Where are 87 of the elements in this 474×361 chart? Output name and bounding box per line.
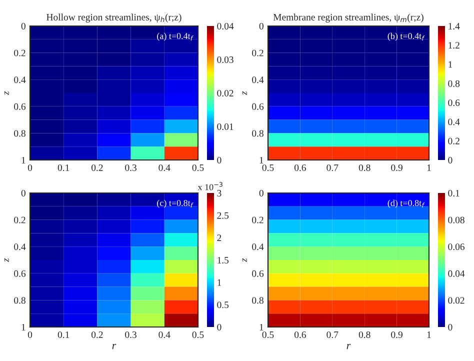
y-tick-label: 1 (260, 156, 264, 164)
color-bar-label: 0.02 (217, 90, 234, 97)
x-tick-label: 0.9 (391, 164, 402, 172)
annotation: (d) t=0.8t$_{f}$ (388, 200, 425, 208)
y-tick-label: 0.4 (14, 244, 26, 250)
color-bar-label: 0.5 (217, 302, 229, 308)
color-bar-label: 0.6 (448, 99, 460, 106)
x-tick-label: 0.1 (58, 164, 70, 172)
y-axis-title: z (4, 91, 9, 95)
x-tick-label: 0.2 (91, 331, 103, 338)
color-bar-label: 0.1 (448, 190, 460, 197)
y-axis-title: z (4, 258, 9, 262)
y-tick-label: 0.4 (14, 76, 26, 84)
x-tick-label: 0.5 (192, 164, 204, 172)
color-bar-label: 0.04 (448, 270, 465, 277)
y-tick-label: 0.6 (252, 103, 264, 110)
color-bar-label: 0.8 (448, 80, 460, 87)
x-tick-label: 0.8 (358, 164, 370, 172)
annotation: (a) t=0.4t$_{f}$ (157, 32, 194, 41)
y-tick-label: 1 (22, 156, 26, 164)
x-tick-label: 1 (427, 164, 431, 171)
color-bar-label: 0.4 (448, 118, 460, 126)
y-tick-label: 0.8 (252, 297, 264, 304)
y-tick-label: 0.8 (14, 130, 26, 137)
x-tick-label: 0.6 (294, 331, 306, 338)
x-tick-label: 0.5 (262, 331, 274, 338)
x-tick-label: 0.5 (192, 331, 204, 338)
x-tick-label: 0 (28, 164, 32, 172)
color-bar-label: 0 (217, 324, 222, 330)
color-bar-label: 1 (218, 279, 222, 286)
color-bar-label: 0.06 (448, 244, 464, 250)
x-tick-label: 0.4 (158, 331, 170, 338)
color-bar-label: 1.5 (218, 256, 229, 264)
color-bar-label: 0.02 (448, 297, 464, 304)
y-tick-label: 0 (259, 22, 264, 30)
color-bar-label: 0 (448, 324, 452, 330)
y-tick-label: 0.2 (14, 50, 26, 56)
y-tick-label: 0.6 (252, 270, 264, 277)
y-tick-label: 0.2 (14, 216, 26, 224)
x-tick-label: 0.7 (326, 331, 338, 338)
y-tick-label: 1 (22, 324, 26, 330)
color-bar-label: 1.4 (448, 22, 460, 30)
color-bar-label: 0 (217, 156, 222, 164)
color-bar-title: x 10$^{−3}$ (198, 182, 222, 190)
y-axis-title: z (242, 258, 247, 262)
color-bar-label: 0.2 (448, 138, 460, 144)
x-tick-label: 0.4 (158, 164, 170, 172)
x-tick-label: 0.1 (58, 331, 70, 338)
y-tick-label: 0 (21, 190, 26, 196)
x-tick-label: 0.5 (262, 164, 274, 172)
y-tick-label: 0.4 (252, 244, 264, 250)
x-tick-label: 0.9 (391, 331, 402, 338)
y-tick-label: 0.2 (252, 50, 264, 56)
x-tick-label: 0.3 (125, 164, 136, 172)
color-bar-label: 0 (448, 156, 452, 164)
y-axis-title: z (242, 91, 247, 95)
color-bar-label: 0.08 (448, 216, 464, 224)
x-tick-label: 0.3 (125, 331, 136, 338)
annotation: (c) t=0.8t$_{f}$ (157, 200, 194, 208)
x-axis-title: r (112, 344, 116, 350)
y-tick-label: 0 (259, 190, 264, 196)
y-tick-label: 0.2 (252, 216, 264, 224)
y-tick-label: 0.8 (14, 297, 26, 304)
x-tick-label: 0 (28, 331, 32, 338)
annotation: (b) t=0.4t$_{f}$ (388, 32, 425, 41)
x-tick-label: 0.6 (294, 164, 306, 172)
y-tick-label: 0.6 (14, 270, 26, 277)
color-bar-label: 1.2 (448, 42, 460, 49)
chart-title: Hollow region streamlines, ψ$_{h}$(r;z) (46, 14, 182, 22)
color-bar-label: 1 (448, 61, 452, 68)
color-bar-label: 2.5 (217, 212, 229, 219)
x-tick-label: 0.7 (326, 164, 338, 172)
color-bar-label: 0.03 (217, 56, 234, 64)
y-tick-label: 0.6 (14, 103, 26, 110)
x-axis-title: r (346, 344, 351, 350)
chart-title: Membrane region streamlines, ψ$_{m}$(r;z) (273, 14, 424, 22)
y-tick-label: 0.4 (252, 76, 264, 84)
color-bar-label: 0.01 (217, 123, 234, 130)
color-bar-label: 3 (217, 190, 222, 196)
color-bar-label: 2 (217, 234, 222, 242)
color-bar-label: 0.04 (217, 22, 234, 30)
x-tick-label: 0.2 (91, 164, 103, 172)
y-tick-label: 0 (21, 22, 26, 30)
x-tick-label: 0.8 (358, 331, 370, 338)
y-tick-label: 1 (260, 324, 264, 330)
y-tick-label: 0.8 (252, 130, 264, 137)
x-tick-label: 1 (427, 331, 431, 338)
